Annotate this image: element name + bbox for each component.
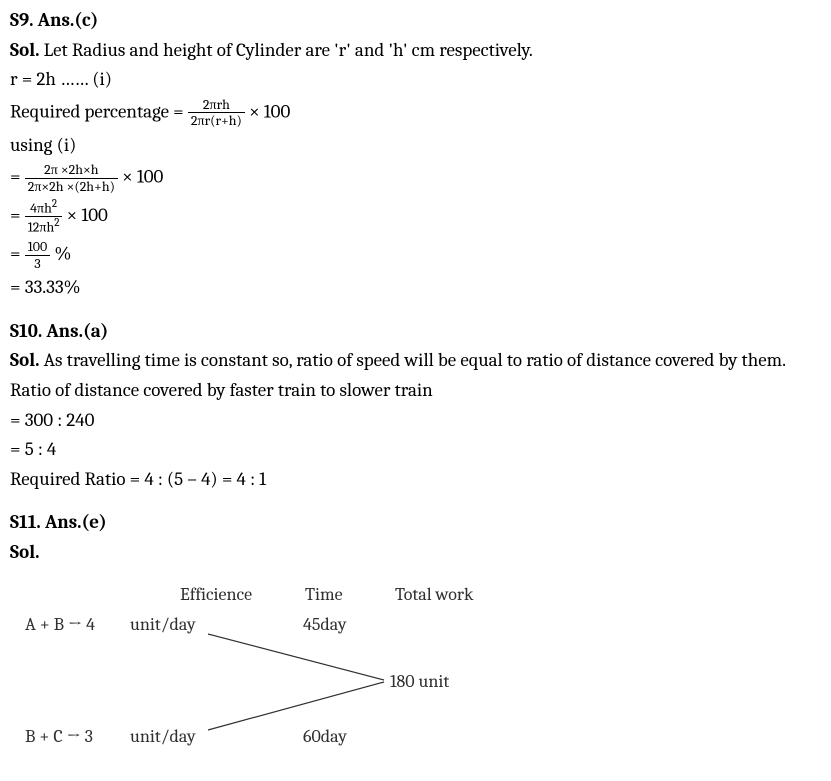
- work-diagram: Efficience Time Total work A + B → 4 uni…: [10, 570, 570, 755]
- diagram-total: 180 unit: [390, 671, 449, 692]
- frac3-den: 12πh2: [25, 217, 63, 235]
- frac3-den-exp: 2: [54, 216, 59, 229]
- eq2-prefix: =: [10, 204, 25, 226]
- fraction-4: 100 3: [25, 239, 51, 271]
- diagram-line-top: [208, 634, 384, 680]
- sol-label: Sol.: [10, 39, 39, 61]
- times100-1: × 100: [249, 100, 290, 122]
- s10-line3: = 300 : 240: [10, 408, 821, 434]
- eq3-prefix: =: [10, 243, 25, 265]
- solution-s11: S11. Ans.(e) Sol. Efficience Time Total …: [10, 510, 821, 754]
- diagram-rowB-time: 60day: [303, 726, 347, 747]
- frac3-num-base: 4πh: [30, 200, 52, 217]
- s10-line5: Required Ratio = 4 : (5 – 4) = 4 : 1: [10, 467, 821, 493]
- sol-label: Sol.: [10, 541, 39, 563]
- fraction-2: 2π ×2h×h 2π×2h ×(2h+h): [25, 162, 118, 194]
- s9-eq2: = 4πh2 12πh2 × 100: [10, 198, 821, 235]
- s11-heading: S11. Ans.(e): [10, 510, 821, 536]
- frac2-num: 2π ×2h×h: [25, 162, 118, 178]
- s10-line2: Ratio of distance covered by faster trai…: [10, 378, 821, 404]
- s10-heading: S10. Ans.(a): [10, 319, 821, 345]
- frac1-num: 2πrh: [188, 97, 245, 113]
- diagram-rowA-label: A + B → 4: [25, 614, 95, 635]
- fraction-3: 4πh2 12πh2: [25, 198, 63, 235]
- s9-line2: r = 2h …… (i): [10, 67, 821, 93]
- frac4-den: 3: [25, 256, 51, 271]
- s10-line1: As travelling time is constant so, ratio…: [39, 349, 786, 371]
- diagram-line-bottom: [208, 682, 384, 730]
- s10-line4: = 5 : 4: [10, 437, 821, 463]
- diagram-rowA-unit: unit/day: [130, 614, 196, 635]
- diagram-rowB-unit: unit/day: [130, 726, 196, 747]
- frac3-den-base: 12πh: [28, 219, 55, 236]
- s9-reqperc: Required percentage = 2πrh 2πr(r+h) × 10…: [10, 97, 821, 129]
- diagram-rowB-label: B + C → 3: [25, 726, 93, 747]
- s9-eq1: = 2π ×2h×h 2π×2h ×(2h+h) × 100: [10, 162, 821, 194]
- diagram-rowA-time: 45day: [303, 614, 347, 635]
- s11-sol-wrap: Sol.: [10, 540, 821, 566]
- times100-2: × 100: [122, 166, 163, 188]
- frac2-den: 2π×2h ×(2h+h): [25, 179, 118, 194]
- s9-text1: Let Radius and height of Cylinder are 'r…: [39, 39, 532, 61]
- s9-line1: Sol. Let Radius and height of Cylinder a…: [10, 38, 821, 64]
- frac3-num: 4πh2: [25, 198, 63, 217]
- solution-s10: S10. Ans.(a) Sol. As travelling time is …: [10, 319, 821, 493]
- frac1-den: 2πr(r+h): [188, 113, 245, 128]
- s10-line1-wrap: Sol. As travelling time is constant so, …: [10, 348, 821, 374]
- diagram-header-eff: Efficience: [180, 584, 252, 605]
- diagram-header-total: Total work: [395, 584, 474, 605]
- percent-sign: %: [54, 243, 71, 265]
- frac4-num: 100: [25, 239, 51, 255]
- frac3-num-exp: 2: [52, 197, 57, 210]
- s9-heading: S9. Ans.(c): [10, 8, 821, 34]
- fraction-1: 2πrh 2πr(r+h): [188, 97, 245, 129]
- s9-using: using (i): [10, 133, 821, 159]
- times100-3: × 100: [67, 204, 108, 226]
- sol-label: Sol.: [10, 349, 39, 371]
- s9-result: = 33.33%: [10, 275, 821, 301]
- solution-s9: S9. Ans.(c) Sol. Let Radius and height o…: [10, 8, 821, 301]
- s9-eq3: = 100 3 %: [10, 239, 821, 271]
- diagram-header-time: Time: [305, 584, 343, 605]
- reqperc-label: Required percentage =: [10, 100, 188, 122]
- eq1-prefix: =: [10, 166, 25, 188]
